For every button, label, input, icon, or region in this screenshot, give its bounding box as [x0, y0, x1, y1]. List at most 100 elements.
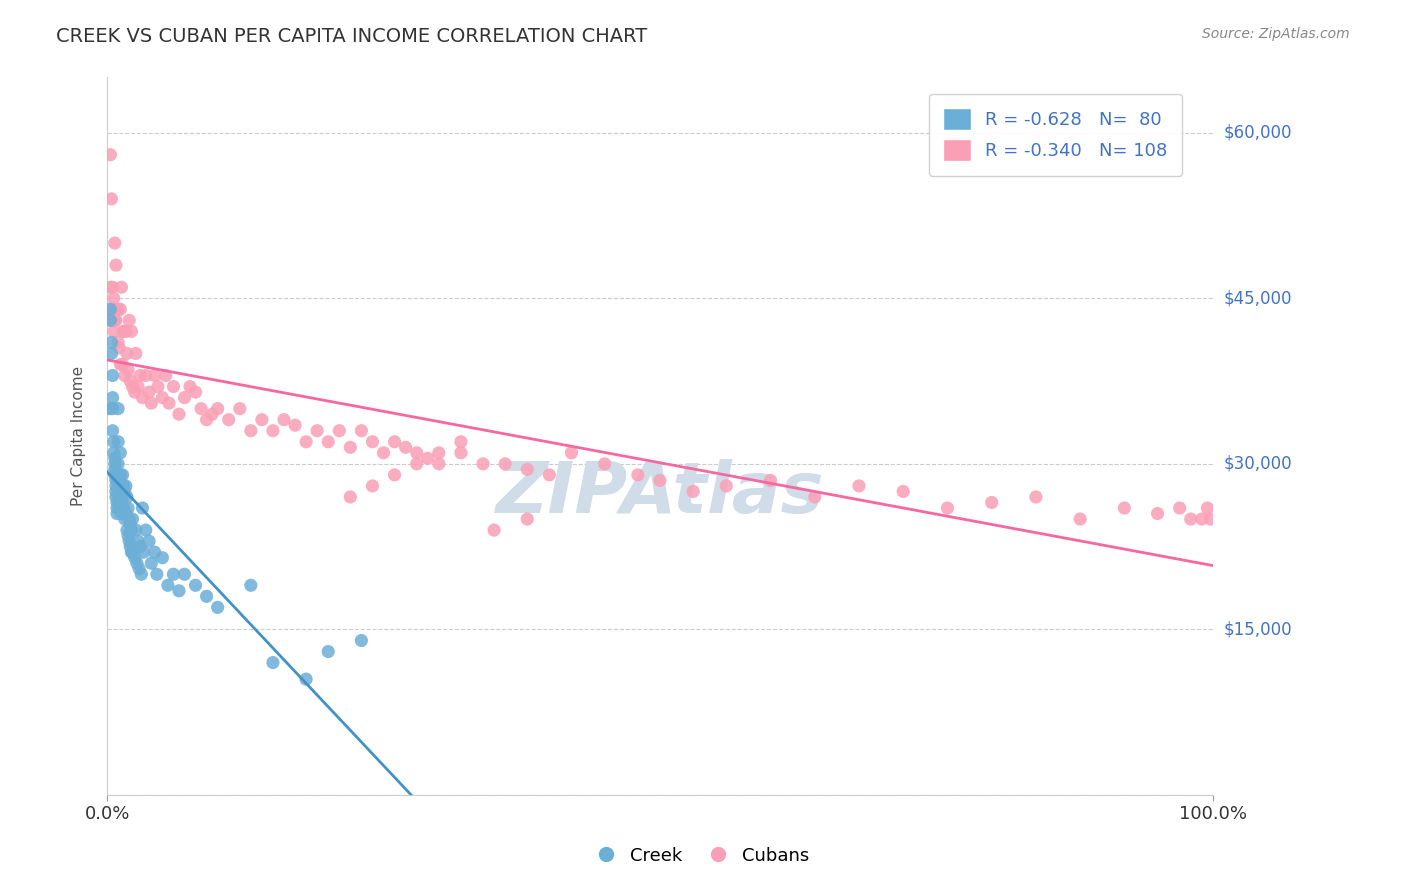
Point — [339, 440, 361, 454]
Point — [891, 484, 914, 499]
Point — [482, 523, 505, 537]
Point — [98, 401, 121, 416]
Point — [135, 368, 157, 383]
Point — [250, 413, 273, 427]
Point — [167, 583, 190, 598]
Point — [560, 446, 582, 460]
Point — [104, 474, 127, 488]
Point — [112, 324, 135, 338]
Point — [115, 479, 138, 493]
Point — [1146, 507, 1168, 521]
Point — [472, 457, 495, 471]
Point — [103, 324, 125, 338]
Point — [157, 396, 180, 410]
Point — [195, 413, 218, 427]
Point — [115, 523, 138, 537]
Point — [350, 424, 373, 438]
Point — [121, 379, 143, 393]
Point — [307, 424, 329, 438]
Point — [121, 545, 143, 559]
Point — [207, 401, 229, 416]
Point — [108, 474, 131, 488]
Point — [143, 545, 166, 559]
Point — [104, 457, 127, 471]
Point — [131, 391, 153, 405]
Point — [803, 490, 825, 504]
Point — [100, 302, 122, 317]
Point — [100, 192, 122, 206]
Point — [516, 512, 538, 526]
Point — [980, 495, 1002, 509]
Point — [150, 550, 173, 565]
Text: ZIPAtlas: ZIPAtlas — [496, 459, 824, 528]
Point — [100, 147, 122, 161]
Point — [131, 567, 153, 582]
Point — [316, 644, 339, 658]
Text: $60,000: $60,000 — [1225, 124, 1292, 142]
Point — [105, 501, 128, 516]
Point — [104, 235, 127, 250]
Point — [156, 578, 179, 592]
Point — [373, 446, 395, 460]
Point — [141, 396, 163, 410]
Point — [405, 446, 427, 460]
Point — [150, 391, 173, 405]
Point — [229, 401, 252, 416]
Point — [125, 556, 148, 570]
Point — [295, 434, 318, 449]
Text: Source: ZipAtlas.com: Source: ZipAtlas.com — [1202, 27, 1350, 41]
Point — [107, 335, 129, 350]
Point — [100, 313, 122, 327]
Text: CREEK VS CUBAN PER CAPITA INCOME CORRELATION CHART: CREEK VS CUBAN PER CAPITA INCOME CORRELA… — [56, 27, 648, 45]
Point — [361, 434, 384, 449]
Point — [103, 291, 125, 305]
Point — [162, 567, 184, 582]
Point — [593, 457, 616, 471]
Point — [494, 457, 516, 471]
Point — [1197, 501, 1219, 516]
Point — [118, 512, 141, 526]
Point — [648, 474, 671, 488]
Point — [339, 490, 361, 504]
Point — [104, 490, 127, 504]
Point — [117, 363, 139, 377]
Point — [384, 434, 406, 449]
Point — [104, 313, 127, 327]
Point — [129, 540, 152, 554]
Point — [128, 562, 150, 576]
Legend: R = -0.628   N=  80, R = -0.340   N= 108: R = -0.628 N= 80, R = -0.340 N= 108 — [929, 94, 1181, 176]
Point — [105, 302, 128, 317]
Point — [262, 424, 284, 438]
Point — [450, 434, 472, 449]
Point — [114, 484, 136, 499]
Point — [108, 501, 131, 516]
Point — [103, 446, 125, 460]
Point — [132, 545, 155, 559]
Point — [107, 457, 129, 471]
Point — [141, 556, 163, 570]
Point — [173, 391, 195, 405]
Point — [118, 313, 141, 327]
Point — [716, 479, 738, 493]
Point — [100, 346, 122, 360]
Point — [516, 462, 538, 476]
Point — [127, 534, 149, 549]
Point — [108, 341, 131, 355]
Text: $30,000: $30,000 — [1225, 455, 1292, 473]
Point — [111, 358, 134, 372]
Point — [120, 545, 142, 559]
Point — [115, 324, 138, 338]
Point — [112, 501, 135, 516]
Point — [115, 507, 138, 521]
Point — [104, 467, 127, 482]
Point — [427, 457, 450, 471]
Point — [114, 512, 136, 526]
Point — [111, 490, 134, 504]
Point — [110, 302, 132, 317]
Point — [121, 512, 143, 526]
Point — [110, 358, 132, 372]
Point — [107, 434, 129, 449]
Point — [155, 368, 177, 383]
Point — [273, 413, 295, 427]
Point — [110, 507, 132, 521]
